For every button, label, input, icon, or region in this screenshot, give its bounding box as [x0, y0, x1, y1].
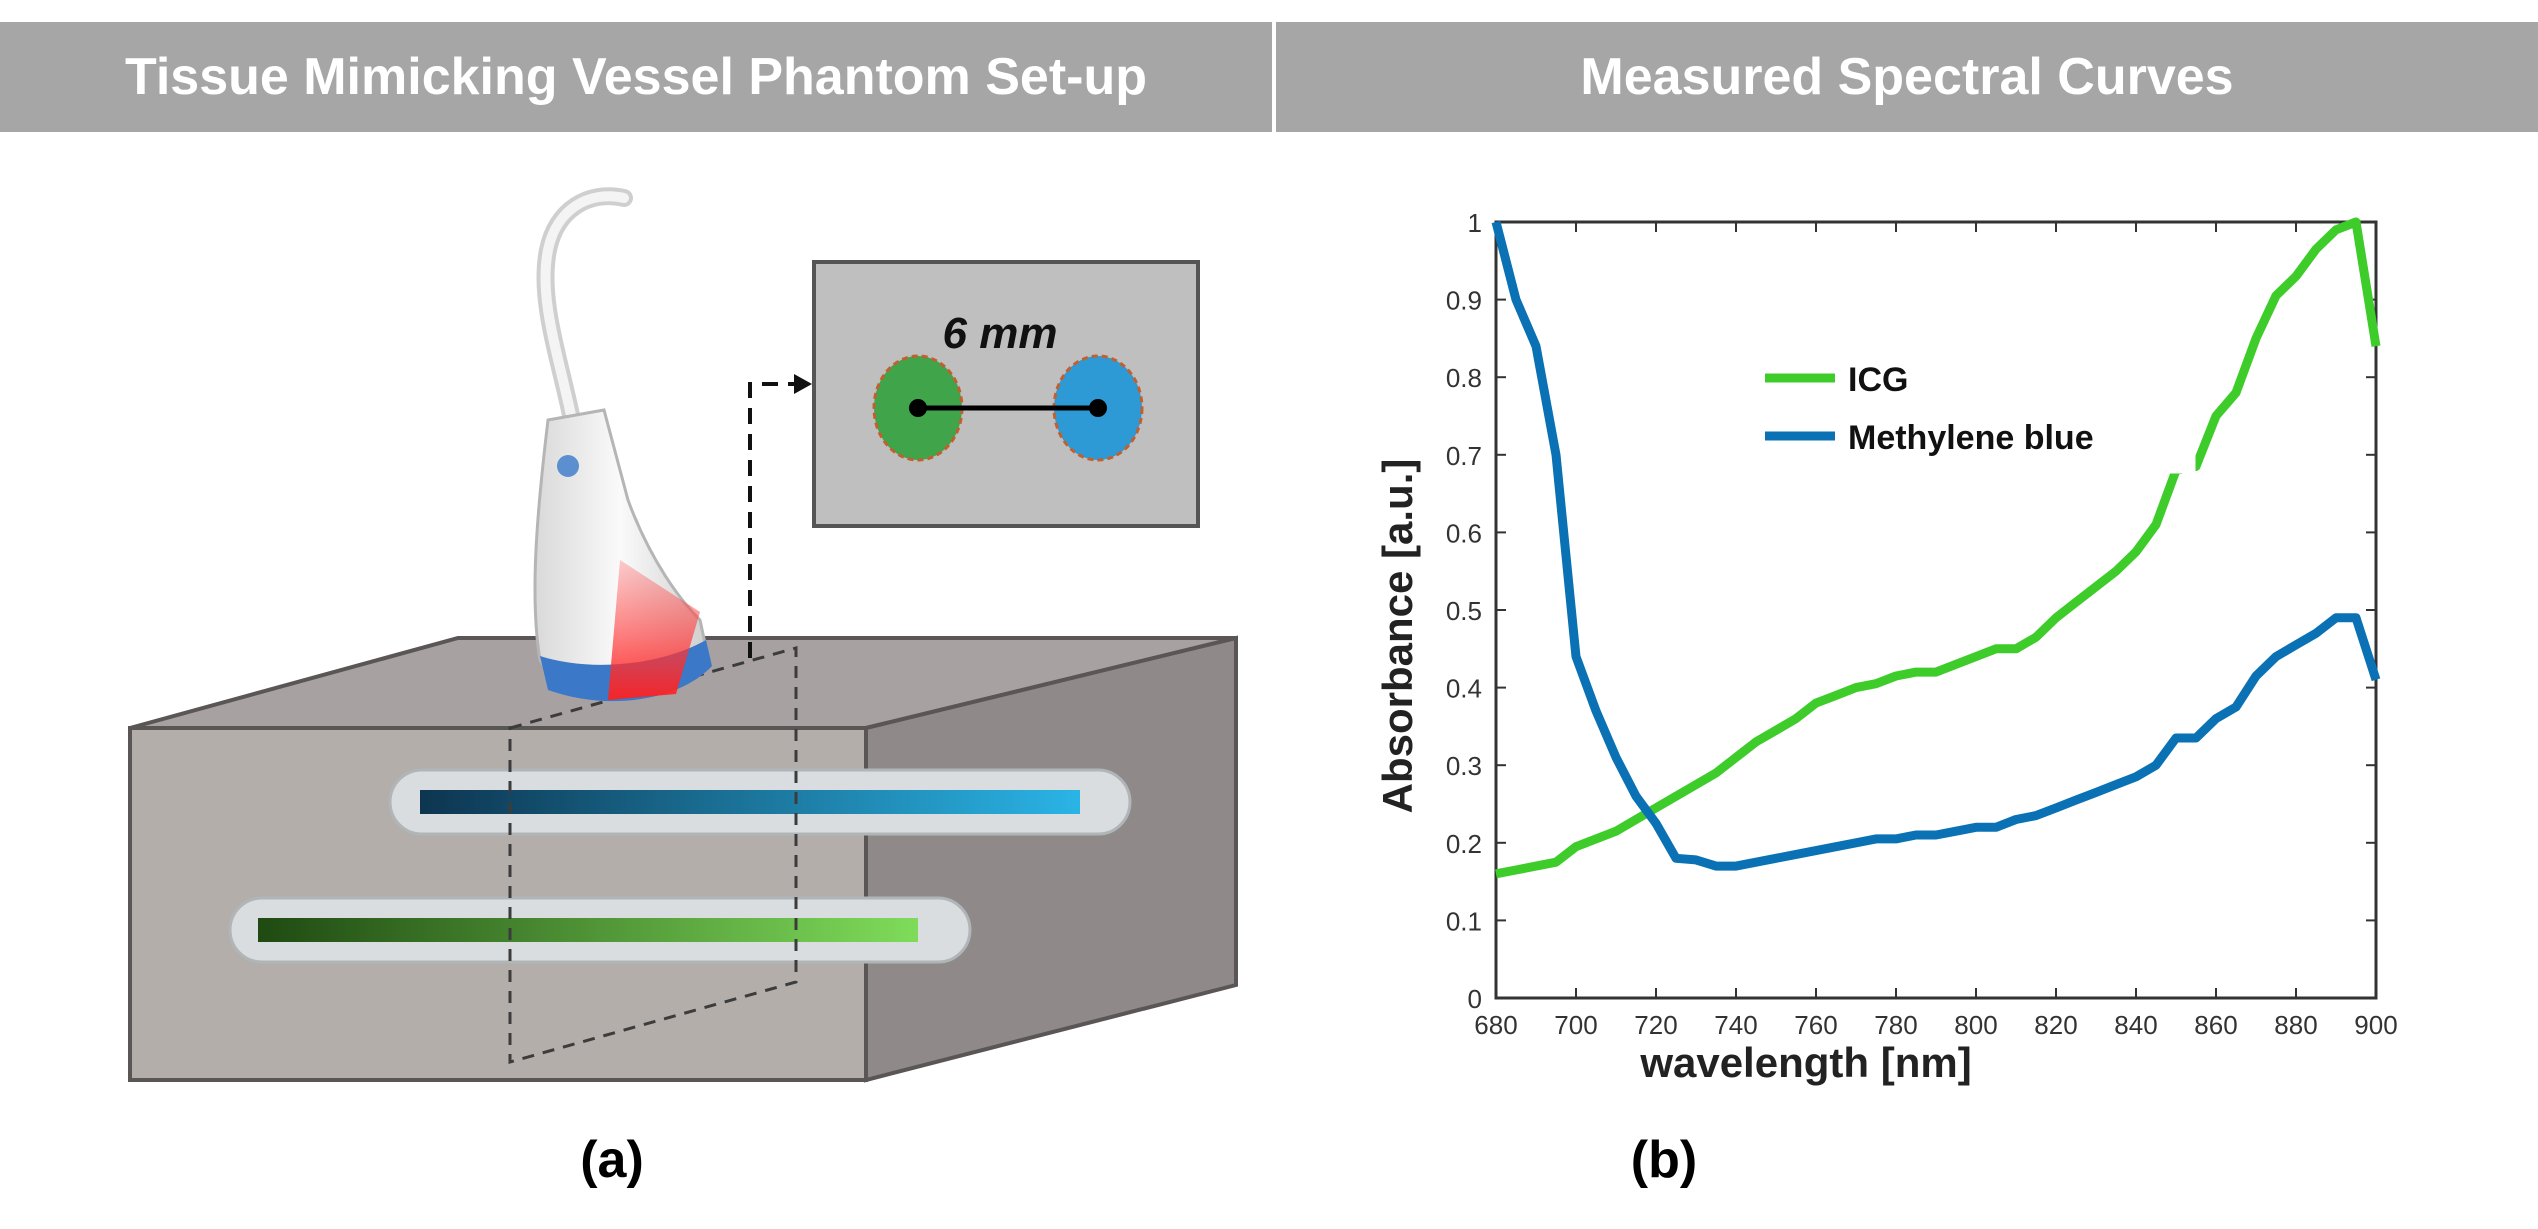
vessel-methylene-blue — [420, 790, 1080, 814]
x-tick-label: 700 — [1554, 1010, 1597, 1040]
y-tick-label: 0.5 — [1446, 596, 1482, 626]
y-axis-label: Absorbance [a.u.] — [1374, 459, 1421, 814]
x-tick-label: 860 — [2194, 1010, 2237, 1040]
y-tick-label: 0.7 — [1446, 441, 1482, 471]
panel-a-label: (a) — [580, 1131, 644, 1189]
x-tick-label: 800 — [1954, 1010, 1997, 1040]
panel-b-header: Measured Spectral Curves — [1276, 22, 2538, 132]
panel-a-title: Tissue Mimicking Vessel Phantom Set-up — [125, 48, 1147, 106]
inset-center-dot-right — [1089, 399, 1107, 417]
series-line-methylene-blue — [1491, 220, 2381, 871]
vessel-icg — [258, 918, 918, 942]
x-tick-label: 760 — [1794, 1010, 1837, 1040]
inset-center-dot-left — [909, 399, 927, 417]
phantom-illustration: 6 mm — [128, 187, 1238, 1083]
y-tick-label: 1 — [1468, 208, 1482, 238]
panel-b-title: Measured Spectral Curves — [1580, 48, 2234, 106]
y-tick-label: 0.1 — [1446, 906, 1482, 936]
x-tick-label: 740 — [1714, 1010, 1757, 1040]
x-tick-label: 780 — [1874, 1010, 1917, 1040]
inset-distance-label: 6 mm — [943, 309, 1058, 358]
inset-pointer — [748, 382, 796, 658]
legend-box — [1754, 345, 2196, 474]
y-tick-label: 0.2 — [1446, 829, 1482, 859]
panel-a-header: Tissue Mimicking Vessel Phantom Set-up — [0, 22, 1272, 132]
inset-pointer-arrowhead — [794, 374, 812, 394]
y-tick-label: 0.4 — [1446, 674, 1482, 704]
spectral-chart: 0 0.1 0.2 0.3 0.4 0.5 0.6 0.7 0.8 0.9 1 680 700 720 7… — [1374, 208, 2398, 1086]
plot-area — [1494, 220, 2378, 1000]
x-axis-label: wavelength [nm] — [1639, 1039, 1971, 1086]
y-tick-label: 0.3 — [1446, 751, 1482, 781]
legend-label-icg: ICG — [1848, 361, 1908, 399]
x-tick-label: 720 — [1634, 1010, 1677, 1040]
x-tick-label: 680 — [1474, 1010, 1517, 1040]
x-tick-label: 820 — [2034, 1010, 2077, 1040]
chart-legend: ICG Methylene blue — [1754, 345, 2196, 474]
y-tick-label: 0.9 — [1446, 286, 1482, 316]
ultrasound-probe-icon — [533, 187, 712, 702]
y-tick-label: 0.6 — [1446, 518, 1482, 548]
panel-b-label: (b) — [1630, 1131, 1698, 1189]
x-tick-label: 900 — [2354, 1010, 2397, 1040]
series-line-icg — [1495, 217, 2381, 879]
legend-label-methylene-blue: Methylene blue — [1848, 419, 2094, 457]
y-tick-label: 0.8 — [1446, 363, 1482, 393]
y-tick-label: 0 — [1468, 984, 1482, 1014]
x-tick-label: 880 — [2274, 1010, 2317, 1040]
cross-section-inset — [812, 260, 1200, 528]
x-tick-label: 840 — [2114, 1010, 2157, 1040]
